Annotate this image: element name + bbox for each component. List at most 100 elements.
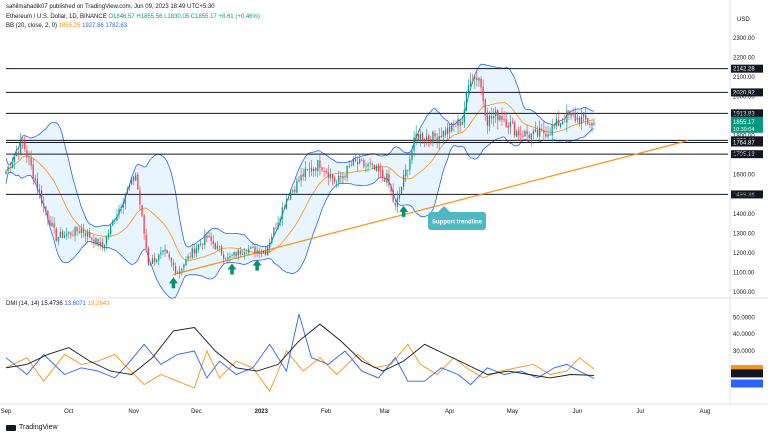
candle-body	[97, 239, 99, 246]
candle	[536, 125, 539, 138]
candle-body	[122, 202, 124, 208]
candle	[162, 249, 164, 256]
candle-body	[38, 189, 41, 192]
candle	[229, 252, 231, 263]
bb-lower-value: 1782.63	[105, 23, 128, 29]
candle	[250, 246, 252, 249]
candle-body	[327, 172, 329, 178]
candle	[271, 233, 273, 245]
candle-body	[214, 243, 216, 250]
candle	[570, 113, 572, 120]
candle-body	[402, 175, 405, 187]
candle-body	[409, 159, 411, 171]
bb-legend[interactable]: BB (20, close, 2, 0) 1855.25 1927.86 178…	[6, 23, 127, 29]
candle-body	[264, 251, 267, 255]
candle-body	[250, 246, 252, 249]
candle	[402, 169, 405, 191]
candle-body	[70, 232, 72, 235]
candle	[580, 107, 583, 130]
dmi-plus-value: 19.2643	[87, 301, 110, 307]
candle	[133, 175, 135, 186]
candle	[505, 111, 507, 128]
candle-body	[128, 184, 131, 188]
candle	[518, 126, 520, 141]
candle-body	[55, 228, 57, 241]
candle	[246, 248, 248, 255]
candle-body	[199, 243, 202, 245]
candle	[86, 228, 89, 243]
candle	[172, 259, 175, 272]
arrow-up-icon	[252, 259, 262, 271]
candle	[153, 252, 156, 266]
candle-body	[426, 136, 428, 141]
candle-body	[256, 250, 258, 254]
candle	[411, 144, 413, 165]
candle-body	[239, 250, 242, 255]
candle	[449, 124, 451, 139]
candle	[289, 189, 292, 201]
candle-body	[492, 116, 495, 118]
candle-body	[461, 121, 463, 125]
level-label-2: 1913.83	[733, 111, 755, 117]
candle-body	[225, 258, 227, 260]
candle	[319, 153, 321, 176]
candle-body	[405, 169, 407, 177]
candle-body	[344, 176, 346, 177]
candle	[84, 229, 87, 242]
candle-body	[564, 121, 566, 123]
time-axis-label: Oct	[64, 409, 74, 415]
candle	[122, 197, 124, 215]
candle-body	[417, 133, 419, 141]
ohlc-values: O1846.57 H1855.56 L1830.05 C1855.17 +8.6…	[108, 14, 260, 20]
candle	[296, 177, 298, 194]
candle-body	[191, 248, 193, 258]
candle-body	[436, 137, 438, 142]
candle	[32, 158, 34, 185]
candle	[208, 230, 210, 238]
candle-body	[279, 218, 281, 223]
candle-body	[511, 121, 514, 123]
candle-body	[572, 112, 574, 115]
candle	[476, 71, 478, 87]
candle-body	[227, 257, 229, 259]
candle-body	[329, 174, 332, 178]
candle	[562, 117, 564, 125]
candle-body	[223, 254, 225, 259]
candle	[116, 209, 118, 221]
candle	[348, 159, 350, 168]
candle-body	[183, 264, 185, 269]
candle	[438, 128, 440, 150]
price-tick-label: 1100.00	[733, 271, 755, 277]
tradingview-footer[interactable]: TradingView	[6, 424, 58, 431]
candle	[325, 168, 327, 175]
candle	[36, 172, 39, 194]
candle	[423, 138, 426, 148]
candle	[321, 166, 323, 173]
candle	[214, 242, 216, 250]
time-axis-label: Aug	[700, 409, 711, 415]
candle-body	[455, 126, 457, 127]
candle	[459, 117, 461, 133]
price-tick-label: 1800.00	[733, 134, 755, 140]
candle-body	[26, 150, 28, 157]
candle	[367, 162, 369, 172]
candle-body	[17, 152, 20, 154]
candle	[20, 133, 22, 156]
candle-body	[47, 210, 49, 220]
candle	[17, 146, 20, 160]
candle	[497, 109, 499, 130]
candle-body	[365, 165, 367, 167]
dmi-legend[interactable]: DMI (14, 14) 15.4736 13.6071 19.2643	[6, 301, 109, 307]
candle	[120, 203, 122, 214]
candle-body	[323, 171, 325, 172]
candle-body	[348, 166, 350, 168]
candle	[382, 166, 384, 182]
candle	[110, 224, 112, 237]
candle	[440, 127, 442, 139]
candle	[417, 130, 419, 141]
candle	[526, 124, 528, 142]
candle	[40, 185, 43, 207]
candle-body	[53, 223, 55, 228]
candle	[141, 205, 143, 218]
